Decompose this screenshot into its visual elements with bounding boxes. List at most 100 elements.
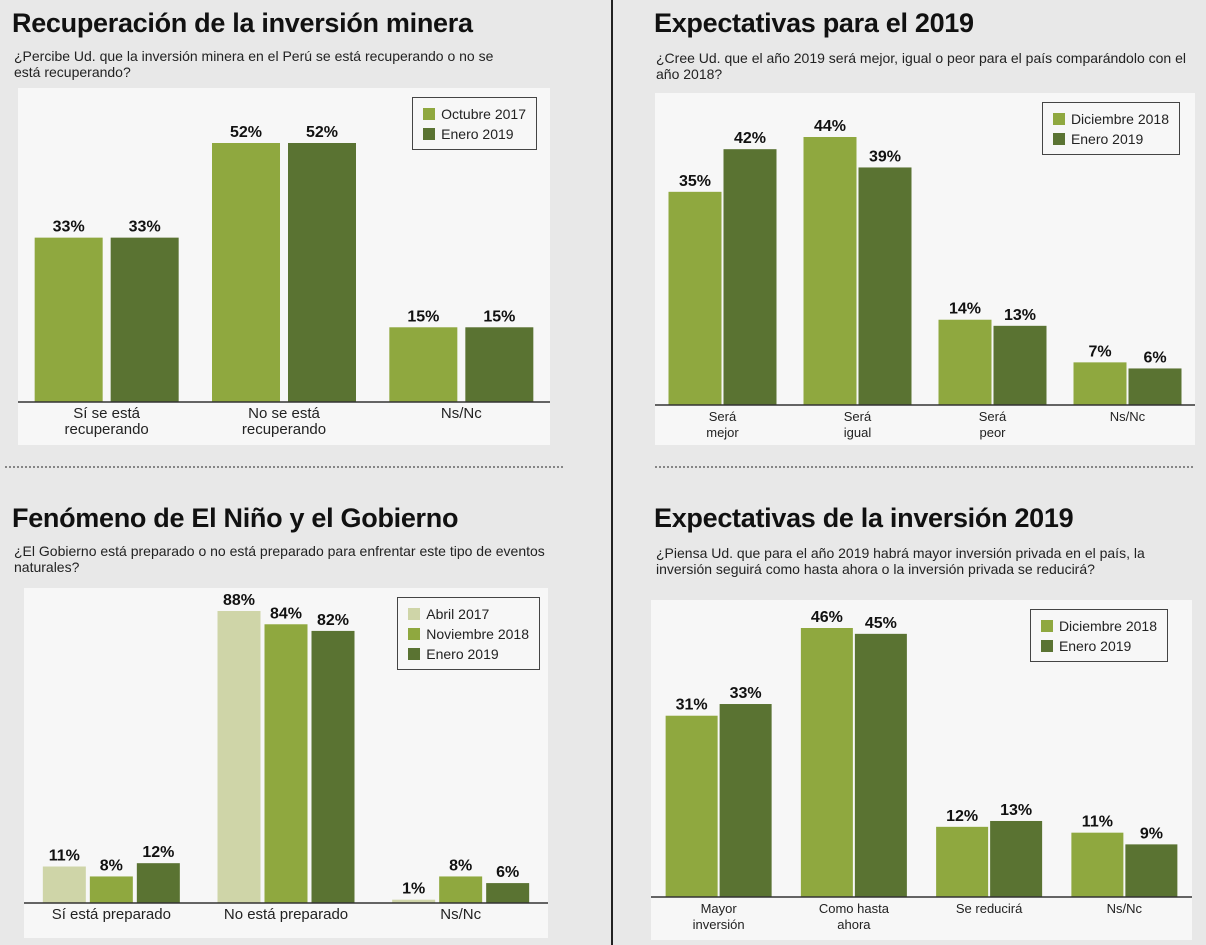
legend-swatch bbox=[1052, 113, 1065, 125]
value-label: 9% bbox=[1140, 825, 1163, 842]
legend-entry: Diciembre 2018 bbox=[1052, 109, 1169, 129]
bar bbox=[1128, 368, 1182, 405]
legend-label: Diciembre 2018 bbox=[1058, 618, 1157, 634]
bar bbox=[1125, 844, 1178, 897]
bar bbox=[854, 633, 907, 897]
legend: Abril 2017 Noviembre 2018 Enero 2019 bbox=[397, 597, 540, 670]
bar bbox=[392, 899, 436, 903]
x-tick-label: No se está recuperando bbox=[241, 405, 327, 438]
legend-swatch bbox=[1040, 640, 1053, 652]
bar bbox=[42, 866, 86, 903]
value-label: 12% bbox=[946, 808, 978, 825]
bar bbox=[34, 237, 103, 402]
legend-swatch bbox=[408, 608, 421, 620]
bar bbox=[311, 630, 355, 903]
chart-subtitle: ¿El Gobierno está preparado o no está pr… bbox=[14, 543, 545, 575]
legend-swatch bbox=[408, 648, 421, 660]
bar bbox=[800, 628, 853, 897]
value-label: 8% bbox=[100, 857, 123, 874]
chart-title: Expectativas para el 2019 bbox=[654, 8, 974, 38]
value-label: 31% bbox=[676, 697, 708, 714]
legend-label: Abril 2017 bbox=[426, 606, 490, 622]
chart-subtitle: ¿Percibe Ud. que la inversión minera en … bbox=[14, 48, 494, 80]
x-tick-label: Ns/Nc bbox=[440, 405, 482, 422]
legend-entry: Noviembre 2018 bbox=[408, 624, 529, 644]
bar bbox=[465, 327, 534, 402]
legend-label: Enero 2019 bbox=[426, 646, 499, 662]
legend-label: Diciembre 2018 bbox=[1070, 111, 1169, 127]
value-label: 15% bbox=[483, 308, 515, 325]
value-label: 88% bbox=[223, 592, 255, 609]
x-tick-label: Como hasta ahora bbox=[818, 901, 889, 932]
x-tick-label: Será mejor bbox=[706, 409, 739, 440]
bar bbox=[217, 611, 261, 903]
legend-entry: Enero 2019 bbox=[1052, 129, 1169, 149]
value-label: 13% bbox=[1004, 307, 1036, 324]
bar bbox=[665, 715, 718, 897]
value-label: 1% bbox=[402, 881, 425, 898]
chart-subtitle: ¿Cree Ud. que el año 2019 será mejor, ig… bbox=[656, 50, 1186, 82]
bar bbox=[439, 876, 483, 903]
bar bbox=[389, 327, 458, 402]
legend-label: Octubre 2017 bbox=[441, 106, 526, 122]
x-tick-label: Se reducirá bbox=[955, 901, 1023, 916]
legend-label: Enero 2019 bbox=[441, 126, 514, 142]
bar bbox=[723, 149, 777, 405]
value-label: 45% bbox=[865, 615, 897, 632]
value-label: 13% bbox=[1000, 802, 1032, 819]
value-label: 7% bbox=[1088, 343, 1111, 360]
legend: Octubre 2017 Enero 2019 bbox=[412, 97, 537, 150]
value-label: 52% bbox=[306, 124, 338, 141]
bar bbox=[1073, 362, 1127, 405]
bar bbox=[719, 704, 772, 897]
x-tick-label: Será igual bbox=[843, 409, 872, 440]
bar bbox=[1071, 832, 1124, 897]
bar bbox=[990, 820, 1043, 897]
legend: Diciembre 2018 Enero 2019 bbox=[1041, 102, 1180, 155]
x-tick-label: Ns/Nc bbox=[1109, 409, 1146, 424]
value-label: 8% bbox=[449, 857, 472, 874]
legend-entry: Abril 2017 bbox=[408, 604, 529, 624]
bar bbox=[264, 624, 308, 903]
legend-swatch bbox=[408, 628, 421, 640]
legend: Diciembre 2018 Enero 2019 bbox=[1029, 609, 1168, 662]
legend-entry: Enero 2019 bbox=[1040, 636, 1157, 656]
value-label: 11% bbox=[1082, 814, 1113, 831]
legend-swatch bbox=[423, 108, 436, 120]
legend-entry: Enero 2019 bbox=[408, 644, 529, 664]
value-label: 84% bbox=[270, 605, 302, 622]
value-label: 39% bbox=[869, 148, 901, 165]
value-label: 12% bbox=[142, 844, 174, 861]
value-label: 15% bbox=[407, 308, 439, 325]
bar bbox=[486, 883, 530, 903]
value-label: 6% bbox=[1143, 349, 1166, 366]
x-tick-label: Sí se está recuperando bbox=[64, 405, 149, 438]
x-tick-label: Mayor inversión bbox=[692, 901, 745, 932]
value-label: 44% bbox=[814, 118, 846, 135]
value-label: 6% bbox=[496, 864, 519, 881]
x-tick-label: Será peor bbox=[978, 409, 1007, 440]
legend-swatch bbox=[423, 128, 436, 140]
legend-swatch bbox=[1052, 133, 1065, 145]
legend-label: Noviembre 2018 bbox=[426, 626, 529, 642]
legend-entry: Diciembre 2018 bbox=[1040, 616, 1157, 636]
bar bbox=[938, 319, 992, 405]
x-tick-label: Ns/Nc bbox=[440, 906, 482, 923]
value-label: 52% bbox=[230, 124, 262, 141]
bar bbox=[803, 137, 857, 405]
value-label: 14% bbox=[949, 301, 981, 318]
bar bbox=[288, 143, 356, 402]
value-label: 35% bbox=[679, 173, 711, 190]
legend-label: Enero 2019 bbox=[1058, 638, 1132, 654]
x-tick-label: No está preparado bbox=[223, 906, 349, 923]
chart-title: Expectativas de la inversión 2019 bbox=[654, 503, 1074, 533]
value-label: 46% bbox=[811, 609, 843, 626]
bar bbox=[89, 876, 133, 903]
bar bbox=[668, 191, 722, 405]
chart-subtitle: ¿Piensa Ud. que para el año 2019 habrá m… bbox=[656, 545, 1145, 577]
legend-label: Enero 2019 bbox=[1070, 131, 1144, 147]
x-tick-label: Ns/Nc bbox=[1106, 901, 1143, 916]
bar bbox=[858, 167, 912, 405]
